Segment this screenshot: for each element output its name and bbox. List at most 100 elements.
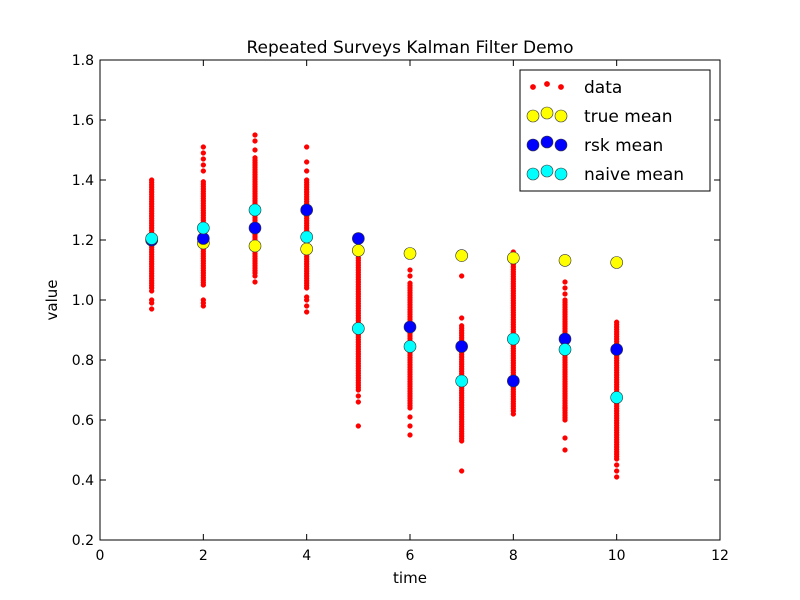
data-point [614,474,620,480]
rsk-mean-marker [197,232,210,245]
y-tick-label: 1.2 [72,233,94,249]
data-point [562,279,568,285]
legend-rsk-mean-symbol [540,135,554,149]
rsk-mean-marker [403,320,417,334]
y-tick-label: 0.8 [72,353,94,369]
x-tick-label: 8 [509,548,518,564]
data-point [149,306,155,312]
naive-mean-marker [455,374,468,388]
y-tick-label: 0.2 [72,533,94,549]
naive-mean-marker [248,203,262,217]
data-point [355,399,361,405]
data-point [459,468,465,474]
legend-rsk-mean-symbol [554,138,568,152]
data-point [149,288,155,294]
legend-naive-mean-symbol [540,164,554,178]
data-point [304,177,310,183]
data-point [252,155,258,161]
data-point [407,414,413,420]
data-point [304,309,310,315]
plot-frame [99,59,721,541]
rsk-mean-marker [300,203,313,217]
data-point [562,285,568,291]
data-point [510,411,516,417]
true-mean-marker [610,256,623,269]
data-point [149,297,155,303]
data-point [252,138,258,144]
data-point [200,156,206,162]
data-point [200,297,206,303]
true-mean-marker [300,242,313,256]
naive-mean-marker [145,232,158,245]
data-point [614,319,620,325]
data-point [252,279,258,285]
data-point [200,179,206,185]
true-mean-marker [403,247,417,260]
naive-mean-marker [507,332,520,346]
true-mean-marker [455,249,468,262]
data-point [407,267,413,273]
true-mean-marker [507,251,520,265]
data-point [355,393,361,399]
x-tick-label: 4 [302,548,311,564]
legend-naive-mean-symbol [526,167,540,181]
legend-true-mean-symbol [554,109,568,123]
legend-rsk-mean-label: rsk mean [584,136,663,156]
data-point [252,273,258,279]
y-axis-label: value [43,280,61,321]
data-point [407,280,413,286]
legend-naive-mean-symbol [554,167,568,181]
chart-title: Repeated Surveys Kalman Filter Demo [246,38,573,58]
naive-mean-marker [300,230,313,244]
legend: data true mean rsk mean naive mean [519,69,711,192]
naive-mean-marker [558,343,572,356]
data-point [149,177,155,183]
data-point [304,159,310,165]
y-tick-label: 1.8 [72,53,94,69]
legend-true-mean-symbol [540,106,554,120]
legend-data-label: data [584,78,622,98]
y-tick-label: 0.6 [72,413,94,429]
x-tick-label: 0 [96,548,105,564]
true-mean-marker [248,239,262,253]
true-mean-marker [558,254,572,267]
legend-data-symbol [530,84,536,90]
naive-mean-marker [197,221,210,235]
legend-true-mean-symbol [526,109,540,123]
data-point [252,132,258,138]
data-point [200,150,206,156]
y-tick-label: 0.4 [72,473,94,489]
data-point [355,423,361,429]
data-point [459,315,465,321]
true-mean-marker [352,244,365,257]
data-point [562,447,568,453]
legend-true-mean-label: true mean [584,107,673,127]
ticks-layer: 0 2 4 6 8 10 12 0.2 0.4 0.6 0.8 1.0 1.2 1.4 1.6 1.8 [72,53,729,564]
y-tick-label: 1.0 [72,293,94,309]
data-point [562,297,568,303]
x-tick-label: 6 [406,548,415,564]
data-point [304,294,310,300]
legend-rsk-mean-symbol [526,138,540,152]
naive-mean-marker [610,391,623,404]
data-point [459,323,465,329]
rsk-mean-marker [455,340,468,353]
data-point [252,147,258,153]
data-point [407,423,413,429]
rsk-mean-marker [352,232,365,245]
x-tick-label: 12 [711,548,729,564]
x-tick-label: 10 [608,548,626,564]
data-point [614,468,620,474]
data-point [304,168,310,174]
data-point [407,273,413,279]
data-point [407,432,413,438]
data-point [614,462,620,468]
data-point [200,162,206,168]
rsk-mean-marker [507,374,520,388]
naive-mean-marker [352,322,365,335]
data-point [200,168,206,174]
legend-data-symbol [558,84,564,90]
x-tick-label: 2 [199,548,208,564]
data-point [304,303,310,309]
